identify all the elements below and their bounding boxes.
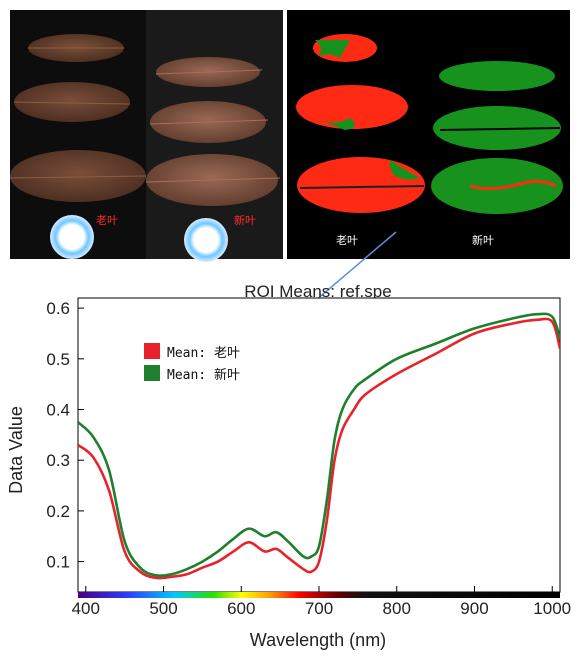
spectrum-chart: ROI Means: ref.spe 0.1 0.2 0.3 0.4 0.5 0.6 40… [6,282,571,650]
old-leaf-large [10,150,146,202]
legend-label-1: Mean: 老叶 [167,346,240,361]
legend-swatch-2 [144,365,160,381]
legend: Mean: 老叶 Mean: 新叶 [144,343,240,383]
legend-swatch-1 [144,343,160,359]
series-line-2 [78,312,560,578]
new-leaf-medium-midrib-class [439,127,561,131]
old-leaf-small-green-patch [315,40,350,58]
y-axis-label: Data Value [6,406,26,494]
y-tick-label: 0.2 [46,502,70,521]
legend-label-2: Mean: 新叶 [167,367,240,383]
old-leaf-large-class [297,157,425,213]
old-leaf-medium-class [296,85,408,129]
new-leaf-small-midrib [155,69,263,75]
leaf-photo-panel: 老叶 新叶 [9,10,283,262]
new-leaf-large-red-vein [469,179,557,191]
x-tick-label: 600 [227,599,255,618]
series-lines [78,312,560,580]
y-tick-label: 0.1 [46,553,70,572]
x-tick-label: 800 [383,599,411,618]
old-leaf-medium-green-patch [320,118,355,130]
wavelength-color-bar [78,592,560,598]
x-tick-label: 1000 [533,599,571,618]
x-tick-label: 700 [305,599,333,618]
old-leaf-medium [14,82,130,122]
class-label-new: 新叶 [472,233,494,247]
classification-panel: 老叶 新叶 [287,10,570,259]
y-axis: 0.1 0.2 0.3 0.4 0.5 0.6 [46,299,84,572]
old-leaf-medium-midrib [13,101,131,105]
y-tick-label: 0.5 [46,350,70,369]
x-axis: 400 500 600 700 800 900 1000 [72,586,571,618]
white-reference-puck-right [184,218,228,262]
x-axis-label: Wavelength (nm) [250,630,386,650]
new-leaf-small-class [439,61,555,91]
white-reference-puck-left [50,215,94,259]
photo-label-new: 新叶 [234,213,256,227]
photo-label-old: 老叶 [96,214,118,227]
new-leaf-medium-midrib [149,119,269,125]
new-leaf-medium-class [433,106,561,150]
old-leaf-large-midrib-class [299,185,425,189]
class-label-old: 老叶 [336,234,358,247]
y-tick-label: 0.6 [46,299,70,318]
series-line-1 [78,317,560,580]
chart-title: ROI Means: ref.spe [244,282,391,301]
x-tick-label: 400 [72,599,100,618]
new-leaf-large-midrib [145,177,281,183]
y-tick-label: 0.4 [46,401,70,420]
old-leaf-large-green-patch [389,160,420,180]
x-tick-label: 500 [149,599,177,618]
x-tick-label: 900 [460,599,488,618]
y-tick-label: 0.3 [46,451,70,470]
new-leaf-large-class [431,158,563,214]
old-leaf-large-midrib [9,175,147,179]
